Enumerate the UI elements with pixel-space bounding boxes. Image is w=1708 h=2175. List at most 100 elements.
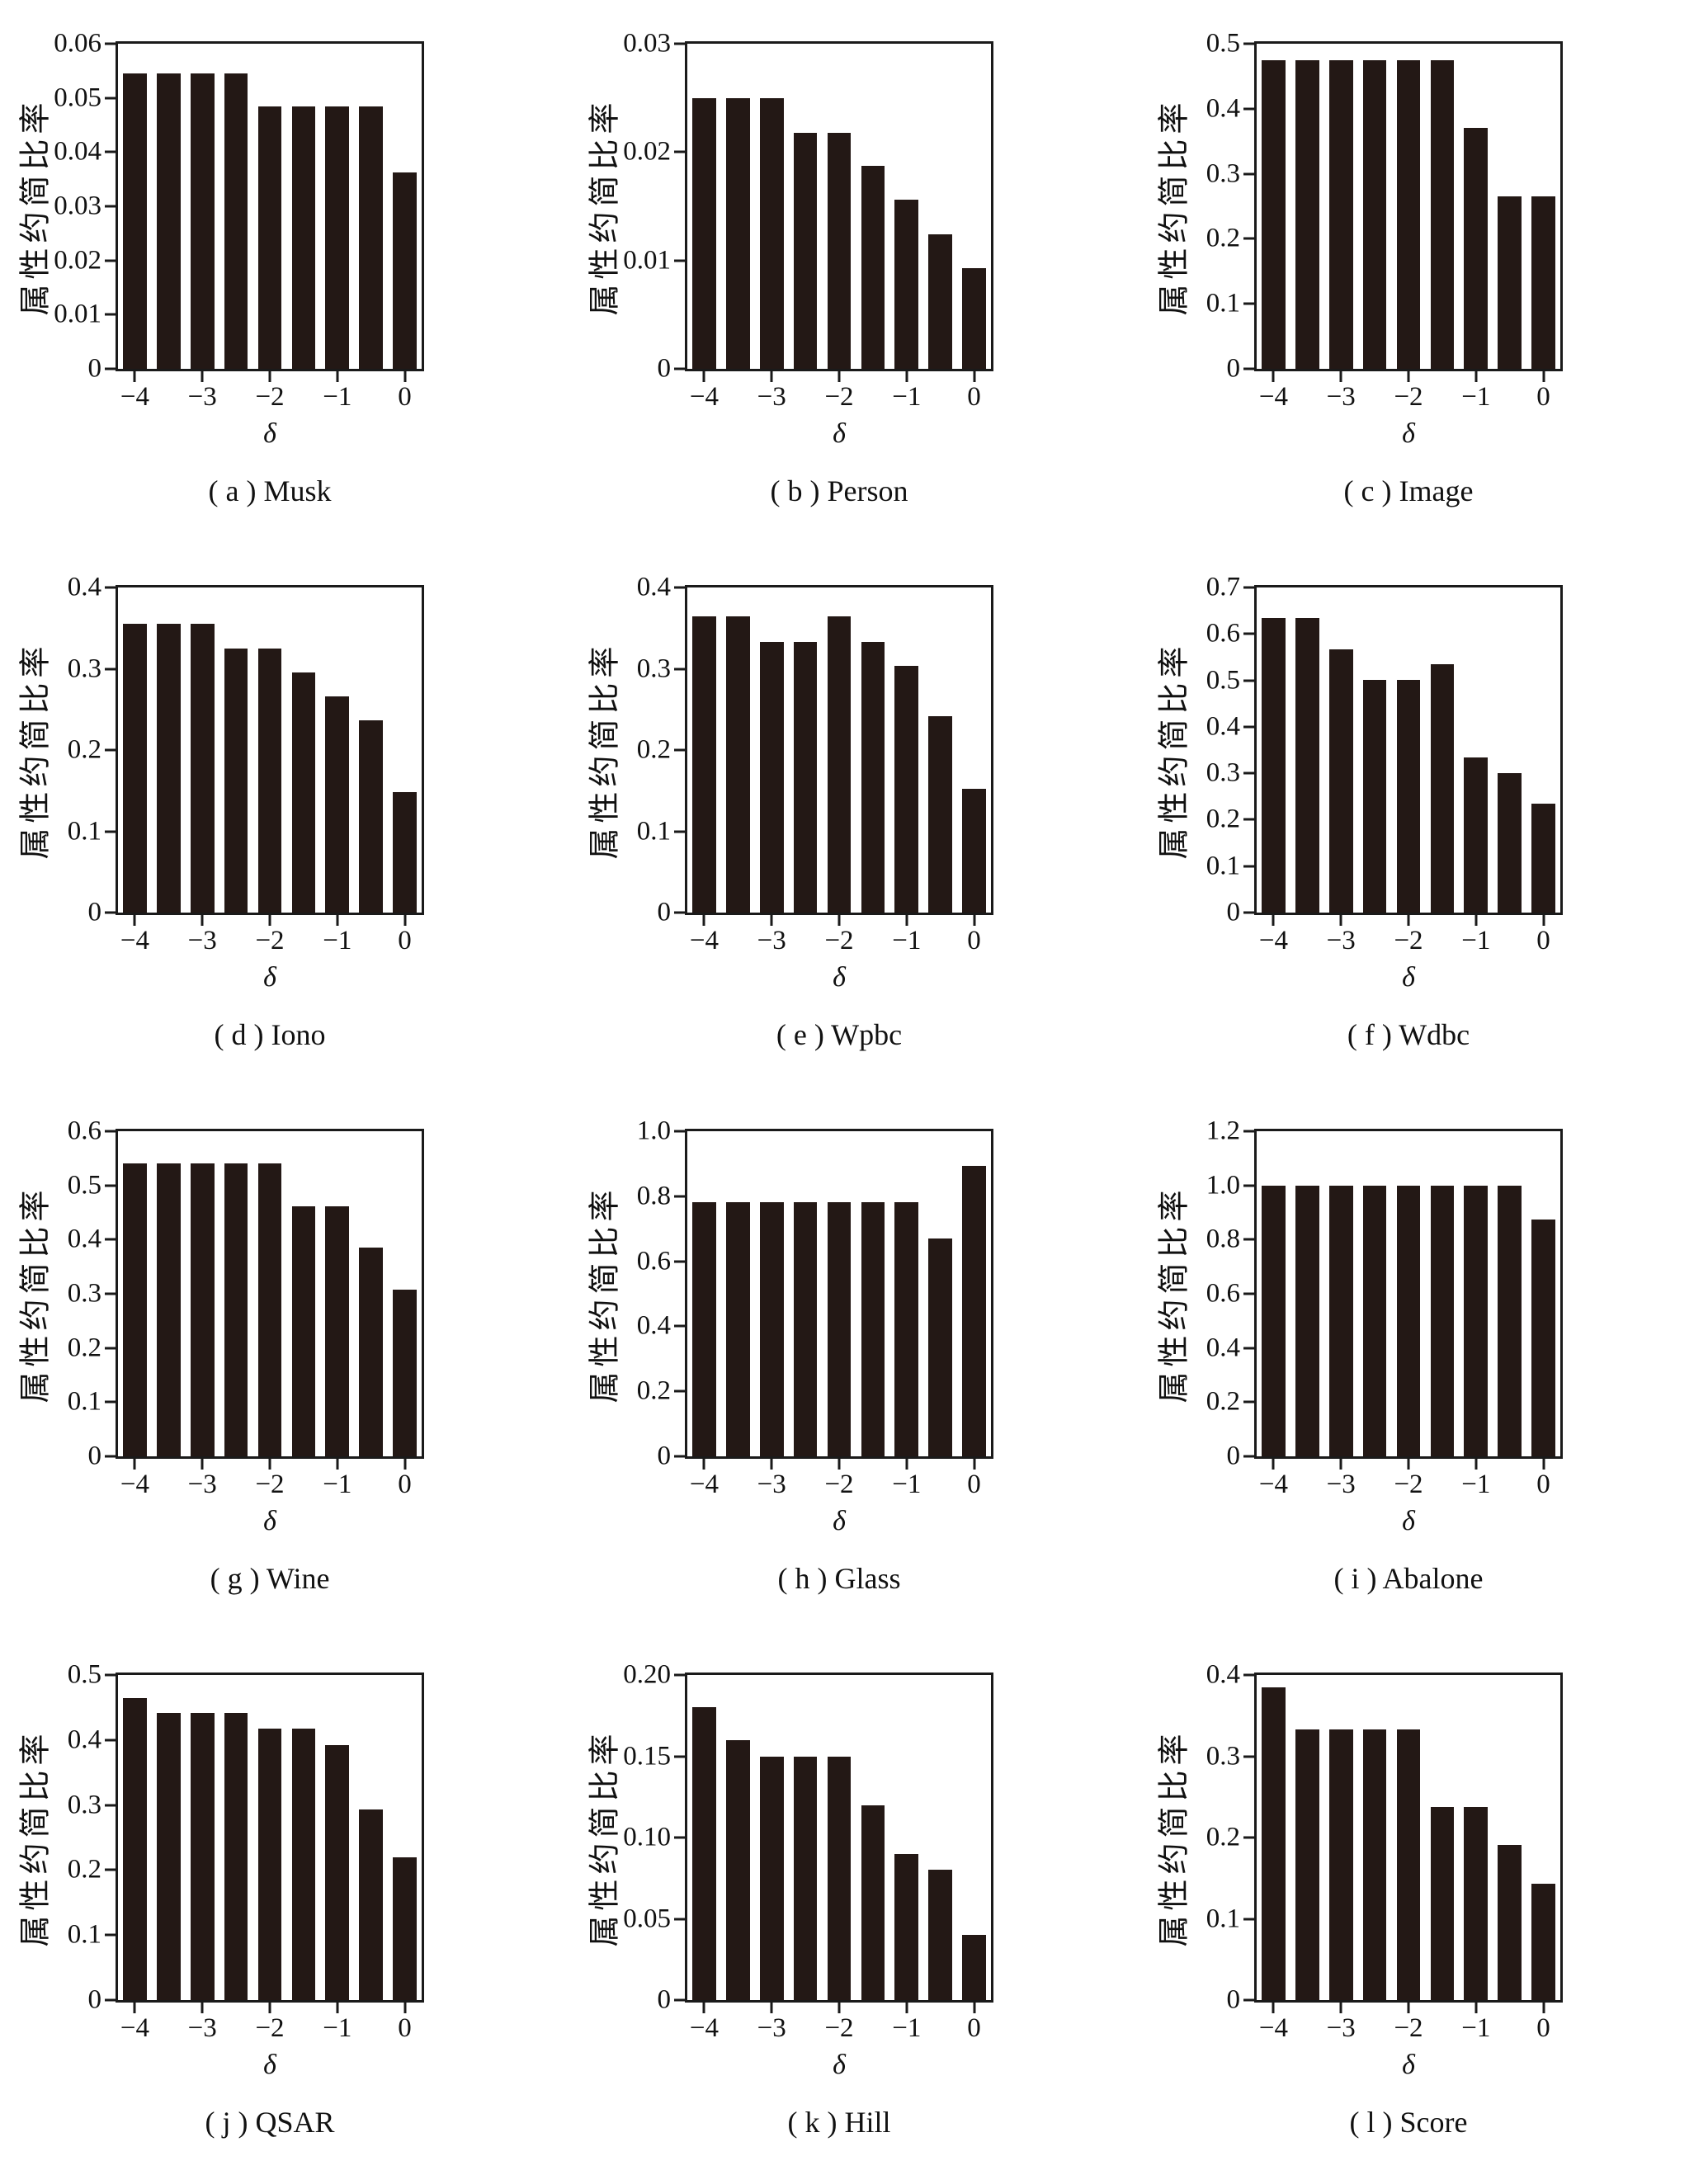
x-tick-mark — [1339, 2003, 1342, 2013]
y-tick-mark — [1243, 1238, 1254, 1241]
bar-x-4 — [1262, 1185, 1286, 1456]
bar-x-2 — [257, 106, 282, 369]
bar-x-3.5 — [1295, 1729, 1319, 2000]
bar-x-0.5 — [359, 719, 383, 913]
y-axis-title: 属性约简比率 — [587, 1728, 623, 1947]
y-axis-title: 属性约简比率 — [1157, 1184, 1192, 1404]
chart-panel-b: 属性约简比率 0.03 0.02 0.01 0 −4 −3 −2 −1 0 δ ( b ) Perso… — [569, 0, 1139, 544]
chart-panel-l: 属性约简比率 0.4 0.3 0.2 0.1 0 −4 −3 −2 −1 0 δ ( l ) Score — [1139, 1631, 1708, 2175]
x-tick-mark — [1407, 2003, 1410, 2013]
bar-x-0.5 — [359, 106, 383, 369]
y-axis-title: 属性约简比率 — [1157, 640, 1192, 860]
x-tick-mark — [336, 1459, 339, 1470]
y-axis-title: 属性约简比率 — [1157, 97, 1192, 316]
x-axis-title: δ — [263, 1506, 276, 1536]
x-tick-mark — [1407, 915, 1410, 926]
y-tick-label: 0.8 — [636, 1181, 671, 1211]
y-tick-mark — [1243, 237, 1254, 240]
y-tick-mark — [1243, 771, 1254, 775]
y-tick-mark — [105, 367, 116, 370]
y-tick-label: 0.4 — [1206, 711, 1240, 742]
y-tick-mark — [674, 259, 685, 262]
y-tick-label: 0 — [1226, 1984, 1241, 2015]
bar-x-4 — [123, 624, 147, 913]
plot-area: 0.4 0.3 0.2 0.1 0 −4 −3 −2 −1 0 δ — [1206, 1661, 1563, 2079]
x-tick-label: −2 — [255, 2013, 285, 2043]
y-tick-mark — [674, 150, 685, 153]
y-tick-label: 0.02 — [54, 245, 101, 276]
x-tick-label: −2 — [824, 382, 854, 412]
y-tick-mark — [105, 1130, 116, 1133]
y-tick-mark — [1243, 1673, 1254, 1677]
chart-panel-k: 属性约简比率 0.20 0.15 0.10 0.05 0 −4 −3 −2 −1 0 δ ( k ) H… — [569, 1631, 1139, 2175]
x-tick-label: −3 — [1326, 2013, 1356, 2043]
bar-x-0.5 — [1498, 772, 1522, 913]
x-tick-mark — [1339, 371, 1342, 382]
x-tick-label: −3 — [1326, 382, 1356, 412]
x-axis-title: δ — [833, 1506, 846, 1536]
y-tick-label: 0 — [657, 353, 672, 384]
chart-panel-f: 属性约简比率 0.7 0.6 0.5 0.4 0.3 0.2 0.1 0 −4 −3 −2 −1 0 δ ( … — [1139, 544, 1708, 1088]
x-tick-label: −3 — [757, 382, 786, 412]
y-tick-label: 0.03 — [623, 28, 671, 59]
bar-x-3 — [190, 624, 215, 913]
x-tick-label: −4 — [1258, 2013, 1288, 2043]
y-tick-label: 0.2 — [67, 734, 101, 765]
x-tick-mark — [403, 2003, 407, 2013]
chart-panel-e: 属性约简比率 0.4 0.3 0.2 0.1 0 −4 −3 −2 −1 0 δ ( e ) Wpbc — [569, 544, 1139, 1088]
bar-x-2 — [827, 1201, 852, 1456]
x-tick-mark — [837, 915, 841, 926]
bar-x-0.5 — [359, 1248, 383, 1456]
x-tick-mark — [1339, 1459, 1342, 1470]
y-tick-mark — [105, 1347, 116, 1350]
y-tick-label: 0.4 — [1206, 93, 1240, 124]
bar-x0 — [393, 792, 417, 913]
bar-x-3 — [759, 1756, 784, 2000]
y-tick-mark — [1243, 865, 1254, 868]
x-tick-mark — [905, 2003, 908, 2013]
x-tick-mark — [973, 1459, 976, 1470]
x-tick-mark — [1272, 2003, 1275, 2013]
bar-x-0.5 — [928, 1870, 952, 2000]
y-tick-label: 0.6 — [67, 1116, 101, 1146]
y-tick-mark — [1243, 172, 1254, 176]
y-axis-title: 属性约简比率 — [587, 640, 623, 860]
x-tick-label: −2 — [824, 1470, 854, 1499]
bar-x-1.5 — [1430, 663, 1455, 913]
x-tick-mark — [1542, 1459, 1545, 1470]
y-tick-mark — [105, 1455, 116, 1458]
x-tick-mark — [133, 371, 136, 382]
panel-caption: ( c ) Image — [1343, 474, 1474, 507]
bar-x0 — [962, 1166, 986, 1456]
y-tick-label: 0.1 — [1206, 1904, 1240, 1933]
y-tick-label: 0.4 — [636, 1310, 671, 1341]
y-tick-mark — [105, 1739, 116, 1742]
x-axis-title: δ — [1402, 962, 1415, 993]
y-tick-mark — [1243, 725, 1254, 729]
y-tick-label: 0.4 — [636, 572, 671, 602]
y-tick-mark — [674, 830, 685, 833]
y-tick-mark — [674, 1673, 685, 1677]
bar-x-3.5 — [157, 73, 181, 369]
bar-x-2.5 — [224, 1163, 248, 1456]
y-tick-label: 0.2 — [1206, 1386, 1240, 1417]
bar-x-4 — [123, 1163, 147, 1456]
x-tick-mark — [1474, 915, 1478, 926]
y-tick-label: 0.1 — [636, 816, 671, 846]
y-tick-label: 0.3 — [1206, 158, 1240, 189]
y-tick-mark — [1243, 1184, 1254, 1187]
y-tick-label: 0.4 — [67, 1224, 101, 1254]
y-tick-mark — [1243, 1998, 1254, 2002]
x-tick-label: 0 — [967, 2013, 981, 2043]
x-tick-label: −1 — [323, 1470, 352, 1499]
bar-x-4 — [692, 616, 716, 913]
bar-x0 — [962, 267, 986, 369]
y-tick-label: 0.5 — [67, 1659, 101, 1690]
x-tick-mark — [201, 1459, 204, 1470]
x-tick-label: −3 — [757, 926, 786, 955]
x-tick-mark — [336, 371, 339, 382]
y-tick-label: 0.7 — [1206, 572, 1240, 602]
x-tick-label: 0 — [398, 926, 412, 955]
y-tick-mark — [105, 1184, 116, 1187]
plot-area: 0.03 0.02 0.01 0 −4 −3 −2 −1 0 δ — [623, 30, 993, 448]
